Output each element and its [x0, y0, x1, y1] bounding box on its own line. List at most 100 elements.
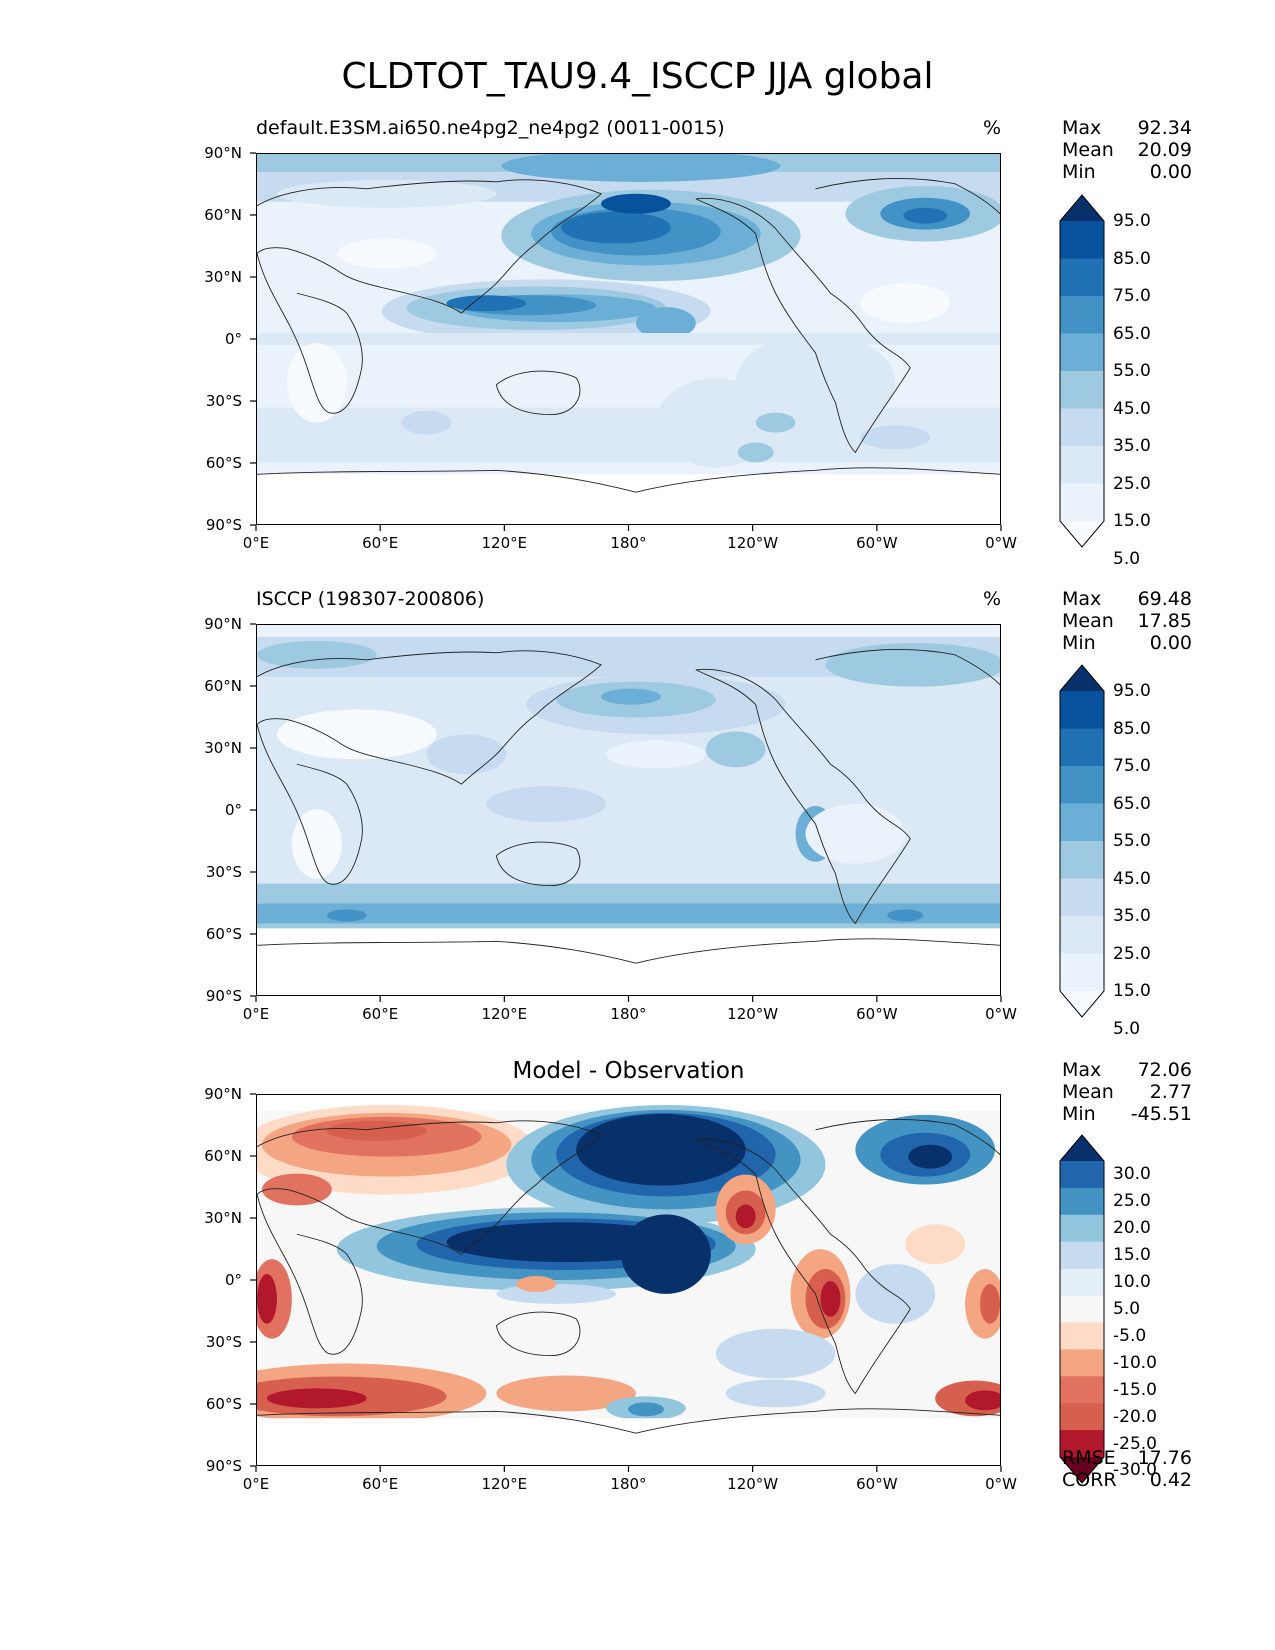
panel-diff-extra-stats: RMSE 17.76 CORR 0.42 — [1062, 1447, 1192, 1491]
lat-tick-label: 90°S — [205, 1457, 242, 1475]
colorbar-tick-label: 55.0 — [1113, 361, 1151, 381]
colorbar-tick-label: 15.0 — [1113, 511, 1151, 531]
colorbar-segment — [1060, 408, 1104, 447]
lon-tick-label: 60°W — [856, 1475, 898, 1493]
colorbar-segment — [1060, 1430, 1104, 1458]
colorbar-segment — [1060, 1268, 1104, 1297]
stat-value: 92.34 — [1137, 117, 1192, 139]
stat-row: Min 0.00 — [1062, 161, 1192, 183]
lon-tick-label: 0°W — [985, 534, 1017, 552]
colorbar-segment — [1060, 728, 1104, 767]
colorbar-tick-label: 85.0 — [1113, 718, 1151, 739]
panel-obs-stats: Max 69.48 Mean 17.85 Min 0.00 — [1062, 588, 1192, 654]
stat-row: Min 0.00 — [1062, 632, 1192, 654]
colorbar-segment — [1060, 333, 1104, 372]
panel-model-stats: Max 92.34 Mean 20.09 Min 0.00 — [1062, 117, 1192, 183]
colorbar-segment — [1060, 841, 1104, 880]
colorbar-tick-label: 35.0 — [1113, 906, 1151, 926]
stat-value: 0.42 — [1149, 1469, 1192, 1491]
stat-row: Min -45.51 — [1062, 1103, 1192, 1125]
colorbar-tick-label: 75.0 — [1113, 286, 1151, 306]
lon-tick-label: 0°E — [242, 1005, 270, 1023]
colorbar-tick-label: 5.0 — [1113, 1018, 1141, 1039]
colorbar-tick-label: 5.0 — [1113, 1299, 1141, 1319]
colorbar-segment — [1060, 803, 1104, 842]
stat-value: 20.09 — [1137, 139, 1192, 161]
colorbar-extend-min — [1060, 991, 1104, 1017]
colorbar-graphic — [1059, 194, 1105, 548]
colorbar-segment — [1060, 1403, 1104, 1431]
colorbar-segment — [1060, 1241, 1104, 1270]
stat-label: RMSE — [1062, 1447, 1116, 1469]
model-map-field — [257, 154, 1000, 524]
panel-obs-colorbar: 95.0 85.0 75.0 65.0 55.0 45.0 35.0 25.0 15.0 5.0 — [1059, 664, 1151, 1039]
colorbar-tick-label: 35.0 — [1113, 436, 1151, 456]
lon-tick-label: 180° — [610, 534, 647, 552]
colorbar-tick-label: 65.0 — [1113, 323, 1151, 344]
colorbar-tick-label: -30.0 — [1113, 1460, 1157, 1481]
stat-value: 17.85 — [1137, 610, 1192, 632]
colorbar-extend-max — [1060, 195, 1104, 221]
colorbar-tick-label: -10.0 — [1113, 1352, 1157, 1373]
colorbar-outline — [1059, 664, 1105, 1018]
stat-row: Max 72.06 — [1062, 1059, 1192, 1081]
colorbar-tick-label: 45.0 — [1113, 868, 1151, 889]
panel-model-title: default.E3SM.ai650.ne4pg2_ne4pg2 (0011-0… — [256, 117, 725, 139]
lat-tick-label: 90°S — [205, 987, 242, 1005]
stat-value: -45.51 — [1130, 1103, 1192, 1125]
lon-tick-label: 60°E — [362, 1475, 399, 1493]
lat-tick-label: 60°N — [204, 677, 242, 695]
stat-row: Mean 20.09 — [1062, 139, 1192, 161]
colorbar-tick-label: 25.0 — [1113, 943, 1151, 964]
colorbar-extend-max — [1060, 1135, 1104, 1161]
colorbar-tick-label: 25.0 — [1113, 1191, 1151, 1212]
lon-tick-label: 0°W — [985, 1475, 1017, 1493]
stat-label: Max — [1062, 117, 1102, 139]
lon-tick-label: 180° — [610, 1475, 647, 1493]
colorbar-tick-label: 45.0 — [1113, 398, 1151, 419]
panel-diff-title: Model - Observation — [512, 1058, 745, 1084]
colorbar-tick-label: 25.0 — [1113, 473, 1151, 494]
lat-tick-label: 30°N — [204, 268, 242, 286]
panel-model-colorbar: 95.0 85.0 75.0 65.0 55.0 45.0 35.0 25.0 15.0 5.0 — [1059, 194, 1151, 569]
stat-label: Max — [1062, 1059, 1102, 1081]
colorbar-tick-label: 10.0 — [1113, 1272, 1151, 1293]
colorbar-segment — [1060, 1161, 1104, 1189]
stat-row: RMSE 17.76 — [1062, 1447, 1192, 1469]
lat-tick-label: 30°S — [205, 392, 242, 410]
stat-label: Min — [1062, 632, 1096, 654]
stat-label: Min — [1062, 1103, 1096, 1125]
colorbar-outline — [1059, 1134, 1105, 1484]
lon-tick-label: 0°E — [242, 534, 270, 552]
lon-tick-label: 60°E — [362, 1005, 399, 1023]
stat-label: Min — [1062, 161, 1096, 183]
colorbar-tick-label: 15.0 — [1113, 981, 1151, 1001]
colorbar-segment — [1060, 691, 1104, 730]
panel-model-map — [256, 153, 1001, 525]
lat-tick-label: 0° — [224, 801, 242, 819]
colorbar-segment — [1060, 1187, 1104, 1216]
lon-tick-label: 120°E — [481, 534, 528, 552]
stat-label: Max — [1062, 588, 1102, 610]
lat-tick-label: 30°S — [205, 863, 242, 881]
stat-row: Mean 2.77 — [1062, 1081, 1192, 1103]
lat-tick-label: 60°S — [205, 454, 242, 472]
stat-value: 0.00 — [1149, 632, 1192, 654]
panel-diff-stats: Max 72.06 Mean 2.77 Min -45.51 — [1062, 1059, 1192, 1125]
colorbar-segment — [1060, 258, 1104, 297]
colorbar-tick-label: 55.0 — [1113, 831, 1151, 851]
colorbar-tick-label: 15.0 — [1113, 1245, 1151, 1266]
lat-tick-label: 30°N — [204, 739, 242, 757]
colorbar-tick-label: 85.0 — [1113, 248, 1151, 269]
stat-value: 2.77 — [1149, 1081, 1192, 1103]
panel-obs-units: % — [983, 588, 1002, 610]
figure-title: CLDTOT_TAU9.4_ISCCP JJA global — [341, 56, 934, 97]
lon-tick-label: 120°E — [481, 1475, 528, 1493]
colorbar-extend-min — [1060, 521, 1104, 547]
colorbar-tick-label: -20.0 — [1113, 1406, 1157, 1427]
colorbar-segment — [1060, 953, 1104, 992]
stat-label: Mean — [1062, 610, 1114, 632]
lat-tick-label: 90°N — [204, 144, 242, 162]
colorbar-tick-label: 75.0 — [1113, 756, 1151, 776]
lat-tick-label: 90°N — [204, 1085, 242, 1103]
